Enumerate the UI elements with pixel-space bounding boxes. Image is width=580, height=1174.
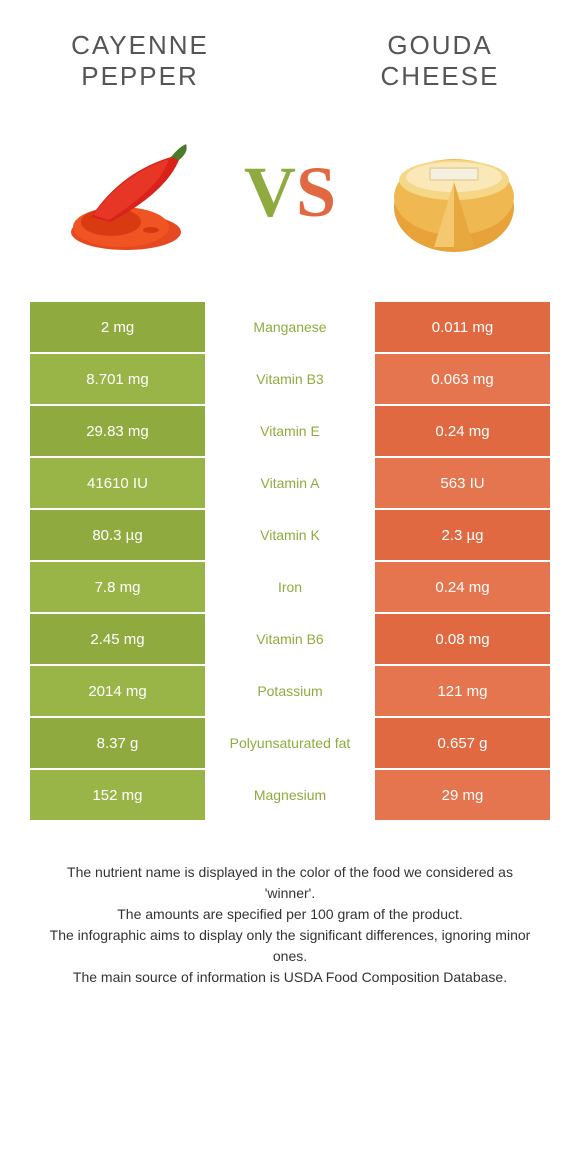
table-row: 8.701 mgVitamin B30.063 mg	[30, 354, 550, 404]
footer-line: The nutrient name is displayed in the co…	[40, 862, 540, 904]
table-row: 2 mgManganese0.011 mg	[30, 302, 550, 352]
title-line: CAYENNE	[71, 30, 209, 60]
images-row: VS	[0, 102, 580, 302]
right-value-cell: 0.011 mg	[375, 302, 550, 352]
left-food-title: CAYENNE PEPPER	[50, 30, 230, 92]
header: CAYENNE PEPPER GOUDA CHEESE	[0, 0, 580, 102]
nutrient-label-cell: Vitamin B6	[205, 614, 375, 664]
vs-label: VS	[244, 151, 336, 234]
left-value-cell: 80.3 µg	[30, 510, 205, 560]
nutrient-label-cell: Magnesium	[205, 770, 375, 820]
left-value-cell: 2.45 mg	[30, 614, 205, 664]
nutrient-label-cell: Potassium	[205, 666, 375, 716]
nutrient-label-cell: Manganese	[205, 302, 375, 352]
right-value-cell: 0.063 mg	[375, 354, 550, 404]
right-value-cell: 0.657 g	[375, 718, 550, 768]
right-value-cell: 121 mg	[375, 666, 550, 716]
table-row: 152 mgMagnesium29 mg	[30, 770, 550, 820]
footer-notes: The nutrient name is displayed in the co…	[0, 822, 580, 1008]
nutrient-label-cell: Polyunsaturated fat	[205, 718, 375, 768]
nutrient-label-cell: Vitamin A	[205, 458, 375, 508]
right-value-cell: 0.24 mg	[375, 562, 550, 612]
right-value-cell: 29 mg	[375, 770, 550, 820]
vs-s: S	[296, 152, 336, 232]
footer-line: The infographic aims to display only the…	[40, 925, 540, 967]
right-value-cell: 2.3 µg	[375, 510, 550, 560]
vs-v: V	[244, 152, 296, 232]
left-value-cell: 152 mg	[30, 770, 205, 820]
footer-line: The main source of information is USDA F…	[40, 967, 540, 988]
left-value-cell: 41610 IU	[30, 458, 205, 508]
gouda-cheese-image	[379, 122, 529, 262]
right-value-cell: 0.24 mg	[375, 406, 550, 456]
title-line: PEPPER	[81, 61, 199, 91]
cayenne-pepper-image	[51, 122, 201, 262]
nutrient-label-cell: Vitamin E	[205, 406, 375, 456]
title-line: CHEESE	[381, 61, 500, 91]
left-value-cell: 8.37 g	[30, 718, 205, 768]
nutrient-label-cell: Vitamin B3	[205, 354, 375, 404]
footer-line: The amounts are specified per 100 gram o…	[40, 904, 540, 925]
right-value-cell: 0.08 mg	[375, 614, 550, 664]
right-food-title: GOUDA CHEESE	[350, 30, 530, 92]
right-value-cell: 563 IU	[375, 458, 550, 508]
left-value-cell: 29.83 mg	[30, 406, 205, 456]
left-value-cell: 7.8 mg	[30, 562, 205, 612]
table-row: 2.45 mgVitamin B60.08 mg	[30, 614, 550, 664]
table-row: 41610 IUVitamin A563 IU	[30, 458, 550, 508]
left-value-cell: 2014 mg	[30, 666, 205, 716]
title-line: GOUDA	[387, 30, 492, 60]
comparison-table: 2 mgManganese0.011 mg8.701 mgVitamin B30…	[30, 302, 550, 820]
left-value-cell: 2 mg	[30, 302, 205, 352]
table-row: 80.3 µgVitamin K2.3 µg	[30, 510, 550, 560]
table-row: 29.83 mgVitamin E0.24 mg	[30, 406, 550, 456]
table-row: 8.37 gPolyunsaturated fat0.657 g	[30, 718, 550, 768]
nutrient-label-cell: Iron	[205, 562, 375, 612]
nutrient-label-cell: Vitamin K	[205, 510, 375, 560]
left-value-cell: 8.701 mg	[30, 354, 205, 404]
table-row: 7.8 mgIron0.24 mg	[30, 562, 550, 612]
infographic-container: CAYENNE PEPPER GOUDA CHEESE VS	[0, 0, 580, 1008]
table-row: 2014 mgPotassium121 mg	[30, 666, 550, 716]
